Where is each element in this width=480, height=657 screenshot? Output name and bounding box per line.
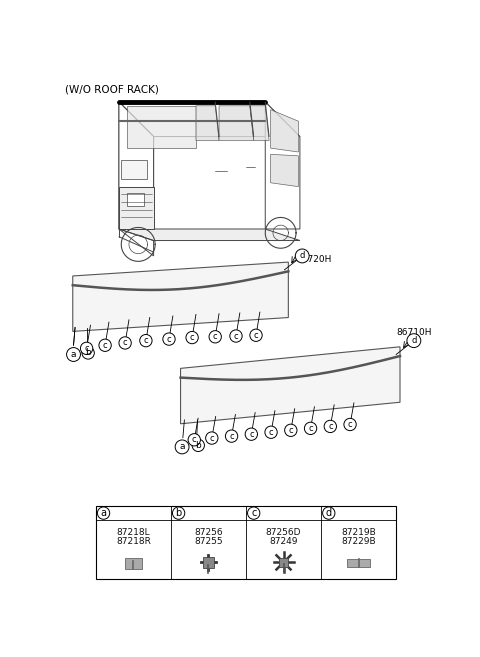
Text: b: b	[85, 348, 91, 357]
Circle shape	[163, 333, 175, 346]
Polygon shape	[196, 106, 219, 141]
Text: c: c	[144, 336, 148, 345]
Bar	[96, 506, 396, 579]
Text: c: c	[192, 436, 197, 444]
Circle shape	[209, 330, 221, 343]
Polygon shape	[121, 160, 147, 179]
Polygon shape	[180, 347, 400, 424]
Circle shape	[188, 434, 201, 446]
Circle shape	[82, 347, 94, 359]
Bar	[347, 559, 370, 567]
Circle shape	[248, 507, 260, 519]
Text: c: c	[288, 426, 293, 435]
Circle shape	[295, 249, 309, 263]
Text: c: c	[308, 424, 313, 433]
Text: 87218R: 87218R	[116, 537, 151, 546]
Circle shape	[172, 507, 185, 519]
Circle shape	[192, 439, 204, 451]
Circle shape	[323, 507, 335, 519]
Circle shape	[175, 440, 189, 454]
Circle shape	[245, 428, 257, 440]
Text: c: c	[213, 332, 217, 341]
Polygon shape	[119, 187, 154, 229]
Text: c: c	[84, 344, 89, 353]
Polygon shape	[73, 262, 288, 331]
Text: a: a	[180, 442, 185, 451]
Bar	[125, 558, 142, 568]
Text: 86710H: 86710H	[396, 328, 432, 338]
Text: a: a	[100, 508, 107, 518]
Circle shape	[186, 331, 198, 344]
Polygon shape	[219, 106, 254, 141]
Circle shape	[265, 426, 277, 438]
Polygon shape	[271, 154, 299, 187]
Polygon shape	[119, 229, 300, 240]
Text: d: d	[326, 508, 332, 518]
Polygon shape	[127, 106, 196, 148]
Text: 87229B: 87229B	[341, 537, 376, 546]
Polygon shape	[119, 102, 154, 256]
Text: c: c	[251, 508, 256, 518]
Text: 87219B: 87219B	[341, 528, 376, 537]
Text: 87255: 87255	[194, 537, 223, 546]
Polygon shape	[127, 193, 144, 206]
Text: c: c	[249, 430, 253, 439]
Circle shape	[140, 334, 152, 347]
Polygon shape	[271, 110, 299, 152]
Circle shape	[81, 342, 93, 355]
Text: c: c	[190, 333, 194, 342]
Text: (W/O ROOF RACK): (W/O ROOF RACK)	[65, 85, 159, 95]
Text: 87256: 87256	[194, 528, 223, 537]
Polygon shape	[265, 102, 300, 229]
Text: 87249: 87249	[269, 537, 298, 546]
Circle shape	[99, 339, 111, 351]
Text: c: c	[269, 428, 274, 437]
Bar	[279, 558, 288, 567]
Text: c: c	[167, 334, 171, 344]
Text: c: c	[103, 341, 108, 350]
Text: b: b	[195, 441, 201, 450]
Text: c: c	[123, 338, 127, 348]
Text: c: c	[254, 330, 258, 340]
Circle shape	[407, 334, 421, 348]
Circle shape	[67, 348, 81, 361]
Text: d: d	[411, 336, 417, 345]
Text: c: c	[229, 432, 234, 441]
Text: 87218L: 87218L	[117, 528, 150, 537]
Text: d: d	[300, 252, 305, 260]
Polygon shape	[119, 102, 300, 137]
Text: c: c	[234, 332, 238, 340]
Polygon shape	[250, 106, 269, 141]
Text: a: a	[71, 350, 76, 359]
Circle shape	[226, 430, 238, 442]
Circle shape	[344, 419, 356, 430]
Text: c: c	[328, 422, 333, 431]
Text: b: b	[176, 508, 182, 518]
Circle shape	[324, 420, 336, 432]
Circle shape	[304, 422, 317, 434]
Circle shape	[250, 329, 262, 342]
Bar	[203, 557, 214, 568]
Polygon shape	[119, 102, 154, 229]
Circle shape	[97, 507, 110, 519]
Circle shape	[230, 330, 242, 342]
Circle shape	[119, 337, 131, 349]
Text: 87256D: 87256D	[266, 528, 301, 537]
Text: c: c	[209, 434, 214, 443]
Circle shape	[205, 432, 218, 444]
Text: c: c	[348, 420, 352, 429]
Circle shape	[285, 424, 297, 436]
Text: 86720H: 86720H	[296, 256, 331, 264]
